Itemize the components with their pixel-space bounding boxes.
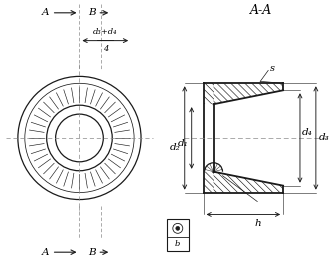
Text: d₃+d₄: d₃+d₄	[93, 28, 118, 36]
Polygon shape	[213, 172, 283, 193]
Text: b: b	[175, 240, 180, 248]
Text: B: B	[88, 8, 95, 17]
Text: s: s	[270, 64, 275, 73]
Text: A: A	[42, 8, 50, 17]
Text: d₃: d₃	[319, 134, 330, 143]
Polygon shape	[204, 172, 213, 193]
Text: h: h	[255, 219, 261, 228]
Bar	[167, 219, 189, 251]
Text: d₁: d₁	[178, 139, 189, 148]
Circle shape	[176, 226, 180, 230]
Polygon shape	[204, 83, 213, 104]
Polygon shape	[213, 83, 283, 104]
Text: B: B	[88, 248, 95, 257]
Text: A-A: A-A	[250, 4, 272, 17]
Text: d₂: d₂	[170, 143, 181, 152]
Text: A: A	[42, 248, 50, 257]
Text: 4: 4	[103, 45, 108, 52]
Text: d₄: d₄	[302, 129, 313, 138]
